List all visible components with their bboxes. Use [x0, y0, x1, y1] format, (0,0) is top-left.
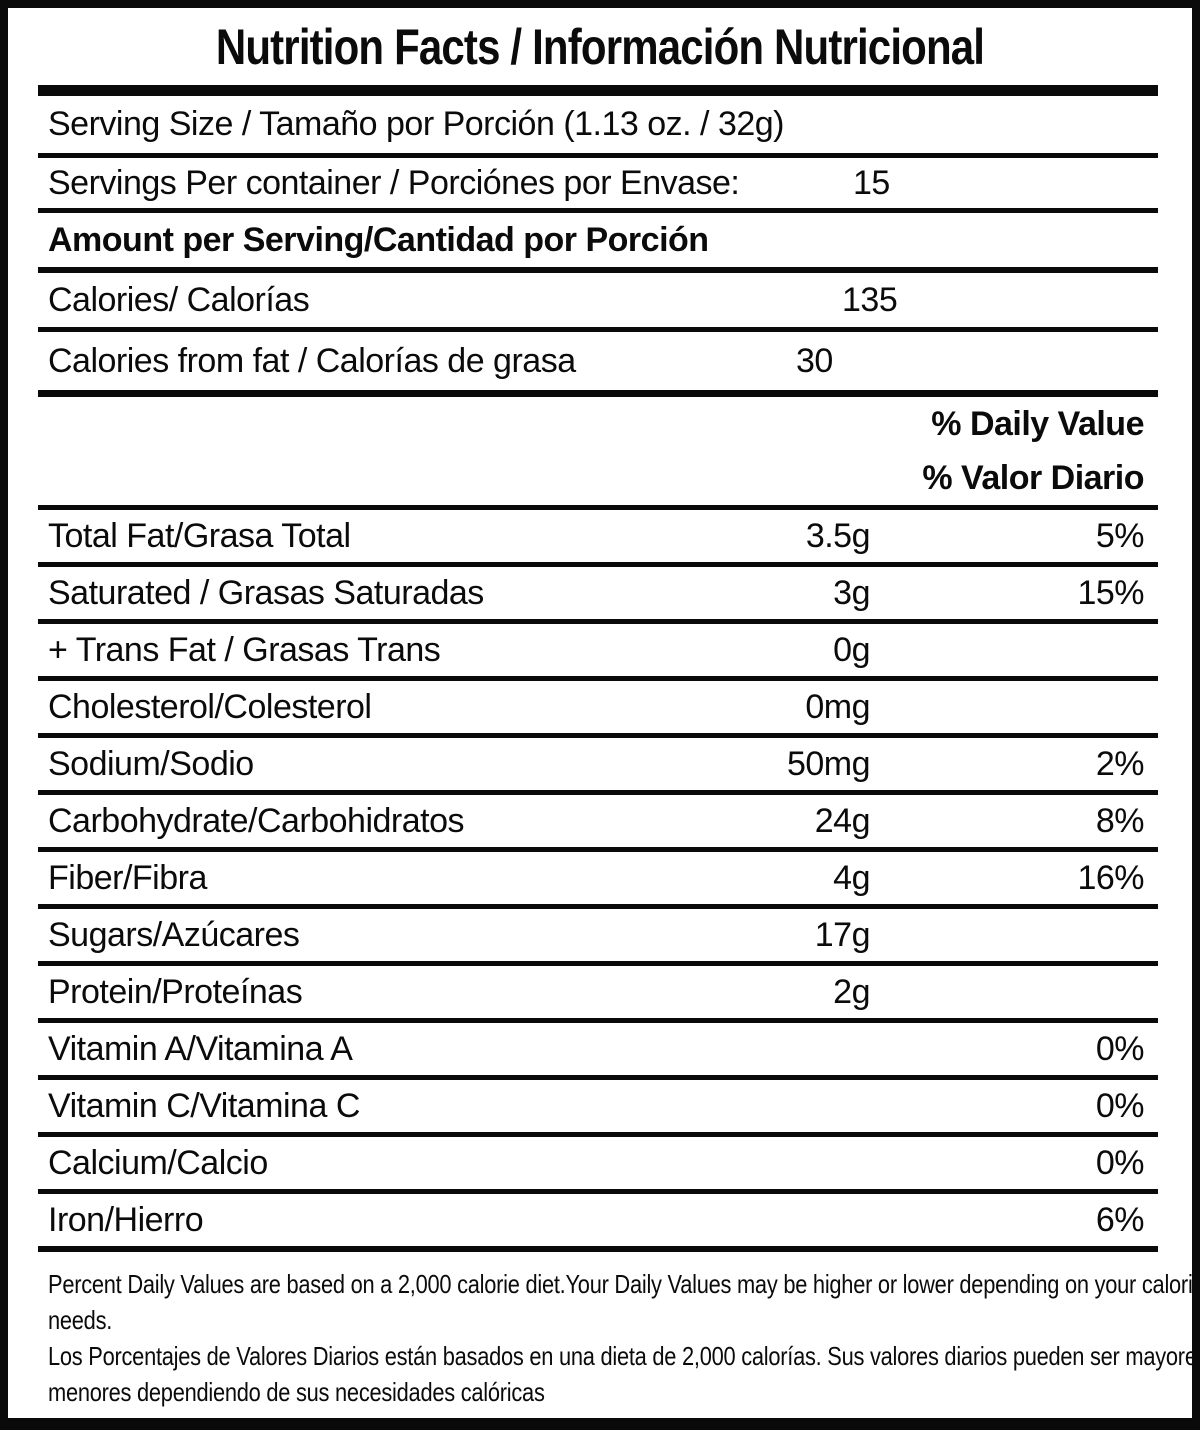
nutrient-daily-value: 0% — [1095, 1086, 1145, 1125]
nutrient-amount: 4g — [833, 858, 870, 897]
nutrient-row-fiber: Fiber/Fibra 4g 16% — [38, 852, 1158, 904]
footnote-es: Los Porcentajes de Valores Diarios están… — [48, 1341, 1200, 1407]
nutrient-amount: 50mg — [786, 744, 871, 783]
calories-value: 135 — [842, 280, 898, 319]
calories-from-fat-value: 30 — [796, 341, 833, 380]
calories-label: Calories/ Calorías — [48, 280, 310, 319]
divider — [38, 153, 1158, 158]
nutrient-daily-value: 8% — [1095, 801, 1145, 840]
divider — [38, 961, 1158, 966]
nutrient-label: Saturated / Grasas Saturadas — [48, 573, 484, 612]
nutrient-daily-value: 6% — [1095, 1200, 1145, 1239]
daily-value-heading-es: % Valor Diario — [922, 458, 1144, 497]
nutrient-label: + Trans Fat / Grasas Trans — [48, 630, 441, 669]
divider — [38, 790, 1158, 795]
divider — [38, 208, 1158, 213]
nutrient-amount: 0g — [833, 630, 870, 669]
nutrient-label: Calcium/Calcio — [48, 1143, 268, 1182]
label-title: Nutrition Facts / Información Nutriciona… — [215, 18, 985, 75]
nutrient-daily-value: 15% — [1077, 573, 1144, 612]
nutrient-daily-value: 5% — [1095, 516, 1145, 555]
nutrient-row-protein: Protein/Proteínas 2g — [38, 966, 1158, 1018]
amount-per-serving-heading: Amount per Serving/Cantidad por Porción — [48, 220, 709, 259]
nutrient-daily-value: 2% — [1095, 744, 1145, 783]
nutrient-label: Vitamin C/Vitamina C — [48, 1086, 360, 1125]
divider — [38, 327, 1158, 332]
divider — [38, 619, 1158, 624]
nutrient-amount: 3g — [833, 573, 870, 612]
nutrient-daily-value: 0% — [1095, 1029, 1145, 1068]
nutrient-row-cholesterol: Cholesterol/Colesterol 0mg — [38, 681, 1158, 733]
nutrient-row-trans-fat: + Trans Fat / Grasas Trans 0g — [38, 624, 1158, 676]
nutrient-row-total-fat: Total Fat/Grasa Total 3.5g 5% — [38, 510, 1158, 562]
divider — [38, 733, 1158, 738]
divider — [38, 505, 1158, 510]
nutrient-label: Cholesterol/Colesterol — [48, 687, 372, 726]
nutrient-row-iron: Iron/Hierro 6% — [38, 1194, 1158, 1246]
nutrient-row-sodium: Sodium/Sodio 50mg 2% — [38, 738, 1158, 790]
divider — [38, 1246, 1158, 1252]
nutrient-label: Vitamin A/Vitamina A — [48, 1029, 353, 1068]
divider — [38, 904, 1158, 909]
calories-from-fat-label: Calories from fat / Calorías de grasa — [48, 341, 576, 380]
nutrient-label: Carbohydrate/Carbohidratos — [48, 801, 465, 840]
nutrient-amount: 3.5g — [805, 516, 871, 555]
divider — [38, 1189, 1158, 1194]
daily-value-heading: % Daily Value % Valor Diario — [38, 397, 1158, 505]
nutrient-label: Fiber/Fibra — [48, 858, 207, 897]
divider — [38, 676, 1158, 681]
nutrient-row-vitamin-a: Vitamin A/Vitamina A 0% — [38, 1023, 1158, 1075]
footnote-en: Percent Daily Values are based on a 2,00… — [48, 1269, 1200, 1335]
nutrient-daily-value: 16% — [1077, 858, 1144, 897]
calories-from-fat-row: Calories from fat / Calorías de grasa 30 — [38, 332, 1158, 390]
nutrient-label: Total Fat/Grasa Total — [48, 516, 351, 555]
servings-per-container-value: 15 — [853, 163, 890, 202]
nutrient-amount: 17g — [814, 915, 871, 954]
divider — [38, 1075, 1158, 1080]
nutrient-label: Sugars/Azúcares — [48, 915, 300, 954]
servings-per-container-row: Servings Per container / Porciónes por E… — [38, 158, 1158, 208]
divider — [38, 390, 1158, 397]
nutrient-row-carbohydrate: Carbohydrate/Carbohidratos 24g 8% — [38, 795, 1158, 847]
divider — [38, 1132, 1158, 1137]
nutrient-label: Protein/Proteínas — [48, 972, 303, 1011]
divider — [38, 847, 1158, 852]
footnote: Percent Daily Values are based on a 2,00… — [48, 1266, 1200, 1410]
nutrient-row-saturated-fat: Saturated / Grasas Saturadas 3g 15% — [38, 567, 1158, 619]
nutrient-label: Sodium/Sodio — [48, 744, 254, 783]
nutrient-amount: 24g — [814, 801, 871, 840]
divider — [38, 562, 1158, 567]
nutrient-daily-value: 0% — [1095, 1143, 1145, 1182]
daily-value-heading-en: % Daily Value — [931, 404, 1144, 443]
calories-row: Calories/ Calorías 135 — [38, 273, 1158, 327]
nutrient-label: Iron/Hierro — [48, 1200, 204, 1239]
header-divider-bar — [38, 85, 1158, 96]
nutrient-row-vitamin-c: Vitamin C/Vitamina C 0% — [38, 1080, 1158, 1132]
nutrient-amount: 2g — [833, 972, 870, 1011]
amount-per-serving-heading-row: Amount per Serving/Cantidad por Porción — [38, 213, 1158, 267]
nutrient-row-sugars: Sugars/Azúcares 17g — [38, 909, 1158, 961]
serving-size-text: Serving Size / Tamaño por Porción (1.13 … — [48, 105, 785, 143]
serving-size-row: Serving Size / Tamaño por Porción (1.13 … — [38, 96, 1158, 153]
nutrient-row-calcium: Calcium/Calcio 0% — [38, 1137, 1158, 1189]
divider — [38, 1018, 1158, 1023]
divider — [38, 267, 1158, 273]
nutrient-amount: 0mg — [805, 687, 870, 726]
servings-per-container-label: Servings Per container / Porciónes por E… — [48, 163, 740, 202]
label-body: Serving Size / Tamaño por Porción (1.13 … — [38, 85, 1158, 1252]
